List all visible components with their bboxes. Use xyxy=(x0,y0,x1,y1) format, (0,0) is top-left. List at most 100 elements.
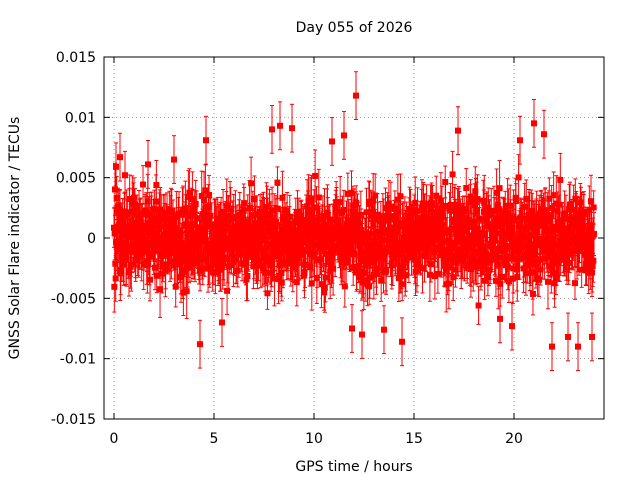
data-point xyxy=(419,265,426,272)
data-point xyxy=(274,179,281,186)
data-point xyxy=(523,195,530,202)
data-point xyxy=(248,180,255,187)
data-point xyxy=(202,187,209,194)
data-point xyxy=(177,253,184,260)
data-point xyxy=(172,283,179,290)
data-point xyxy=(306,264,313,271)
data-point xyxy=(174,257,181,264)
data-point xyxy=(322,274,329,281)
data-point xyxy=(135,224,142,231)
data-point xyxy=(131,244,138,251)
data-point xyxy=(199,265,206,272)
data-point xyxy=(387,204,394,211)
data-point xyxy=(217,262,224,269)
data-point xyxy=(366,198,373,205)
data-point xyxy=(504,264,511,271)
data-point xyxy=(206,191,213,198)
data-point xyxy=(145,250,152,257)
data-point xyxy=(324,212,331,219)
data-point xyxy=(426,271,433,278)
data-point xyxy=(499,274,506,281)
data-point xyxy=(475,302,482,309)
data-point xyxy=(244,273,251,280)
data-point xyxy=(412,199,419,206)
data-point xyxy=(427,206,434,213)
data-point xyxy=(381,255,388,262)
data-point xyxy=(488,211,495,218)
data-point xyxy=(401,256,408,263)
data-point xyxy=(442,202,449,209)
data-point xyxy=(111,230,118,237)
data-point xyxy=(121,261,128,268)
data-point xyxy=(399,281,406,288)
data-point xyxy=(349,237,356,244)
data-point xyxy=(164,216,171,223)
data-point xyxy=(261,219,268,226)
data-point xyxy=(250,263,257,270)
data-point xyxy=(187,223,194,230)
data-point xyxy=(494,202,501,209)
data-point xyxy=(485,267,492,274)
data-point xyxy=(134,228,141,235)
data-point xyxy=(438,246,445,253)
data-point xyxy=(146,253,153,260)
data-point xyxy=(510,214,517,221)
data-point xyxy=(275,276,282,283)
data-point xyxy=(183,288,190,295)
data-point xyxy=(396,219,403,226)
data-point xyxy=(389,255,396,262)
data-point xyxy=(180,289,187,296)
data-point xyxy=(383,266,390,273)
data-point xyxy=(204,247,211,254)
data-point xyxy=(188,260,195,267)
data-point xyxy=(444,228,451,235)
data-point xyxy=(206,218,213,225)
data-point xyxy=(480,246,487,253)
data-point xyxy=(188,212,195,219)
data-point xyxy=(197,225,204,232)
data-point xyxy=(116,245,123,252)
data-point xyxy=(178,273,185,280)
data-point xyxy=(264,203,271,210)
data-point xyxy=(207,212,214,219)
data-point xyxy=(254,211,261,218)
data-point xyxy=(445,280,452,287)
data-point xyxy=(446,249,453,256)
data-point xyxy=(127,233,134,240)
data-point xyxy=(340,206,347,213)
data-point xyxy=(294,255,301,262)
data-point xyxy=(449,171,456,178)
data-point xyxy=(287,260,294,267)
data-point xyxy=(411,255,418,262)
data-point xyxy=(157,286,164,293)
data-point xyxy=(204,240,211,247)
data-point xyxy=(494,245,501,252)
data-point xyxy=(217,266,224,273)
data-point xyxy=(496,254,503,261)
data-point xyxy=(450,244,457,251)
data-point xyxy=(132,201,139,208)
data-point xyxy=(437,197,444,204)
data-point xyxy=(515,239,522,246)
data-point xyxy=(451,201,458,208)
data-point xyxy=(395,208,402,215)
data-point xyxy=(292,227,299,234)
data-point xyxy=(140,181,147,188)
data-point xyxy=(291,263,298,270)
data-point xyxy=(347,251,354,258)
data-point xyxy=(304,203,311,210)
data-point xyxy=(175,236,182,243)
data-point xyxy=(497,280,504,287)
data-point xyxy=(170,219,177,226)
data-point xyxy=(313,241,320,248)
data-point xyxy=(223,202,230,209)
data-point xyxy=(143,209,150,216)
data-point xyxy=(495,261,502,268)
data-point xyxy=(469,254,476,261)
data-point xyxy=(306,208,313,215)
data-point xyxy=(126,269,133,276)
data-point xyxy=(424,244,431,251)
data-point xyxy=(119,223,126,230)
data-point xyxy=(263,235,270,242)
